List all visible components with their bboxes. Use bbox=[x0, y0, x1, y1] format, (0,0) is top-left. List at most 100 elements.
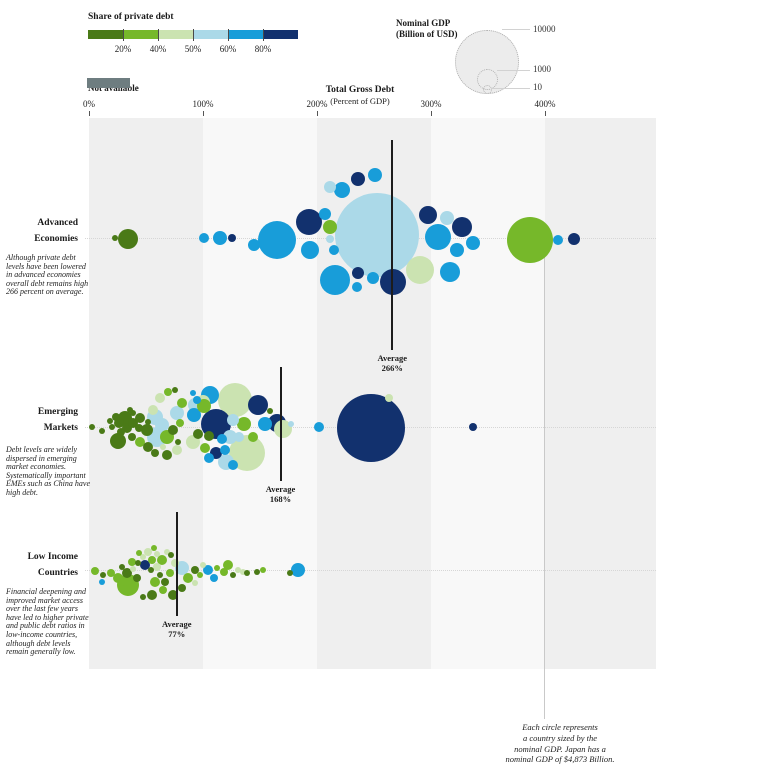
country-bubble[interactable] bbox=[273, 420, 292, 438]
country-bubble[interactable] bbox=[189, 390, 196, 396]
country-bubble[interactable] bbox=[507, 217, 554, 263]
country-bubble[interactable] bbox=[128, 558, 137, 566]
country-bubble[interactable] bbox=[227, 234, 236, 242]
country-bubble[interactable] bbox=[366, 272, 379, 284]
country-bubble[interactable] bbox=[193, 429, 204, 439]
country-bubble[interactable] bbox=[257, 417, 272, 431]
country-bubble[interactable] bbox=[552, 235, 563, 245]
country-bubble[interactable] bbox=[368, 168, 383, 182]
country-bubble[interactable] bbox=[99, 572, 106, 578]
country-bubble[interactable] bbox=[168, 590, 179, 600]
country-bubble[interactable] bbox=[171, 445, 182, 455]
country-bubble[interactable] bbox=[106, 569, 115, 577]
country-bubble[interactable] bbox=[196, 572, 203, 578]
country-bubble[interactable] bbox=[466, 236, 481, 250]
country-bubble[interactable] bbox=[286, 570, 293, 576]
country-bubble[interactable] bbox=[147, 567, 154, 573]
country-bubble[interactable] bbox=[248, 239, 261, 251]
country-bubble[interactable] bbox=[296, 209, 323, 235]
country-bubble[interactable] bbox=[202, 565, 213, 575]
country-bubble[interactable] bbox=[112, 413, 121, 421]
country-bubble[interactable] bbox=[108, 424, 115, 430]
country-bubble[interactable] bbox=[147, 405, 158, 415]
country-bubble[interactable] bbox=[227, 460, 238, 470]
country-bubble[interactable] bbox=[163, 549, 170, 555]
country-bubble[interactable] bbox=[287, 421, 294, 427]
country-bubble[interactable] bbox=[334, 182, 351, 198]
country-bubble[interactable] bbox=[121, 423, 132, 433]
country-bubble[interactable] bbox=[170, 559, 179, 567]
country-bubble[interactable] bbox=[418, 206, 437, 224]
country-bubble[interactable] bbox=[98, 428, 105, 434]
country-bubble[interactable] bbox=[229, 572, 236, 578]
country-bubble[interactable] bbox=[219, 445, 230, 455]
country-bubble[interactable] bbox=[352, 267, 365, 279]
country-bubble[interactable] bbox=[219, 568, 228, 576]
country-bubble[interactable] bbox=[150, 545, 157, 551]
country-bubble[interactable] bbox=[450, 243, 465, 257]
country-bubble[interactable] bbox=[424, 224, 451, 250]
country-bubble[interactable] bbox=[318, 208, 331, 220]
country-bubble[interactable] bbox=[112, 235, 119, 241]
country-bubble[interactable] bbox=[203, 453, 214, 463]
country-bubble[interactable] bbox=[235, 567, 242, 573]
country-bubble[interactable] bbox=[136, 550, 143, 556]
country-bubble[interactable] bbox=[174, 439, 181, 445]
country-bubble[interactable] bbox=[244, 570, 251, 576]
country-bubble[interactable] bbox=[116, 428, 125, 436]
country-bubble[interactable] bbox=[200, 443, 211, 453]
country-bubble[interactable] bbox=[161, 578, 170, 586]
country-bubble[interactable] bbox=[335, 193, 420, 277]
country-bubble[interactable] bbox=[147, 556, 156, 564]
country-bubble[interactable] bbox=[169, 406, 184, 420]
country-bubble[interactable] bbox=[210, 574, 219, 582]
country-bubble[interactable] bbox=[193, 396, 202, 404]
country-bubble[interactable] bbox=[128, 418, 139, 428]
country-bubble[interactable] bbox=[213, 565, 220, 571]
country-bubble[interactable] bbox=[90, 567, 99, 575]
country-bubble[interactable] bbox=[163, 388, 172, 396]
country-bubble[interactable] bbox=[290, 563, 305, 577]
country-bubble[interactable] bbox=[226, 414, 239, 426]
country-bubble[interactable] bbox=[159, 586, 168, 594]
country-bubble[interactable] bbox=[191, 566, 200, 574]
country-bubble[interactable] bbox=[171, 387, 178, 393]
country-bubble[interactable] bbox=[384, 394, 393, 402]
country-bubble[interactable] bbox=[121, 568, 132, 578]
country-bubble[interactable] bbox=[168, 425, 179, 435]
country-bubble[interactable] bbox=[146, 590, 157, 600]
country-bubble[interactable] bbox=[130, 410, 137, 416]
country-bubble[interactable] bbox=[213, 231, 228, 245]
country-bubble[interactable] bbox=[199, 233, 210, 243]
country-bubble[interactable] bbox=[117, 229, 138, 249]
country-bubble[interactable] bbox=[322, 220, 337, 234]
country-bubble[interactable] bbox=[217, 434, 228, 444]
country-bubble[interactable] bbox=[451, 217, 472, 237]
country-bubble[interactable] bbox=[253, 569, 260, 575]
country-bubble[interactable] bbox=[325, 235, 334, 243]
country-bubble[interactable] bbox=[440, 262, 461, 282]
country-bubble[interactable] bbox=[119, 564, 126, 570]
country-bubble[interactable] bbox=[267, 408, 274, 414]
country-bubble[interactable] bbox=[178, 584, 187, 592]
country-bubble[interactable] bbox=[567, 233, 580, 245]
country-bubble[interactable] bbox=[301, 241, 320, 259]
country-bubble[interactable] bbox=[139, 554, 146, 560]
country-bubble[interactable] bbox=[203, 431, 214, 441]
country-bubble[interactable] bbox=[239, 569, 246, 575]
country-bubble[interactable] bbox=[156, 572, 163, 578]
country-bubble[interactable] bbox=[223, 430, 238, 444]
country-bubble[interactable] bbox=[106, 418, 113, 424]
country-bubble[interactable] bbox=[121, 578, 130, 586]
country-bubble[interactable] bbox=[183, 573, 194, 583]
country-bubble[interactable] bbox=[154, 551, 161, 557]
country-bubble[interactable] bbox=[135, 413, 146, 423]
country-bubble[interactable] bbox=[161, 450, 172, 460]
country-bubble[interactable] bbox=[248, 432, 259, 442]
country-bubble[interactable] bbox=[351, 282, 362, 292]
country-bubble[interactable] bbox=[141, 424, 154, 436]
country-bubble[interactable] bbox=[127, 407, 134, 413]
country-bubble[interactable] bbox=[314, 422, 325, 432]
country-bubble[interactable] bbox=[260, 567, 267, 573]
country-bubble[interactable] bbox=[154, 393, 165, 403]
